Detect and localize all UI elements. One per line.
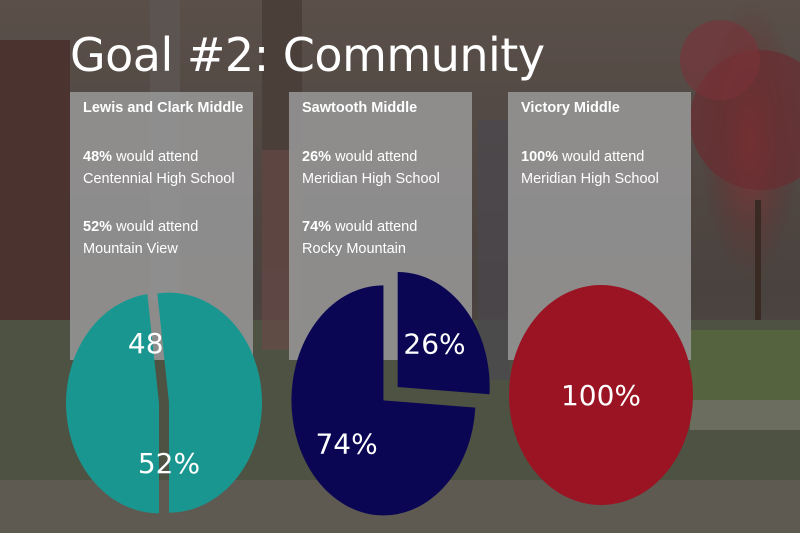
stat-line: 74% would attend Rocky Mountain xyxy=(302,216,417,260)
school-name: Lewis and Clark Middle xyxy=(83,100,244,116)
stat-text: would attend xyxy=(116,149,199,165)
pie-slice xyxy=(157,292,262,513)
pie-slice xyxy=(291,285,476,516)
pie-victory: 100% xyxy=(509,285,693,505)
stat-line: 100% would attend Meridian High School xyxy=(521,146,659,190)
school-card-lewis-and-clark: Lewis and Clark Middle 48% would attend … xyxy=(70,92,253,360)
stat-line: 52% would attend Mountain View xyxy=(83,216,198,260)
stat-line: 48% would attend Centennial High School xyxy=(83,146,235,190)
stat-school: Rocky Mountain xyxy=(302,241,406,257)
pie-slice-label: 100% xyxy=(561,379,641,412)
stat-text: would attend xyxy=(335,149,418,165)
pie-slice-label: 26% xyxy=(403,328,465,361)
stat-line: 26% would attend Meridian High School xyxy=(302,146,440,190)
pie-slice-label: 52% xyxy=(138,447,200,480)
stat-percent: 100% xyxy=(521,149,559,165)
pie-slice xyxy=(397,272,490,395)
school-name: Victory Middle xyxy=(521,100,620,116)
stat-percent: 26% xyxy=(302,149,332,165)
pie-slice-label: 74% xyxy=(315,428,377,461)
stat-percent: 74% xyxy=(302,219,332,235)
pie-lewis-and-clark: 48%52% xyxy=(66,292,262,514)
slide-title: Goal #2: Community xyxy=(70,28,545,82)
stat-percent: 52% xyxy=(83,219,113,235)
school-name: Sawtooth Middle xyxy=(302,100,418,116)
stat-school: Mountain View xyxy=(83,241,178,257)
stat-school: Meridian High School xyxy=(302,171,440,187)
stat-text: would attend xyxy=(335,219,418,235)
stat-school: Centennial High School xyxy=(83,171,235,187)
stat-percent: 48% xyxy=(83,149,113,165)
stat-school: Meridian High School xyxy=(521,171,659,187)
stat-text: would attend xyxy=(562,149,645,165)
pie-slice xyxy=(509,285,693,505)
pie-sawtooth: 26% 74% xyxy=(291,272,490,516)
stat-text: would attend xyxy=(116,219,199,235)
pie-slice xyxy=(66,294,160,514)
